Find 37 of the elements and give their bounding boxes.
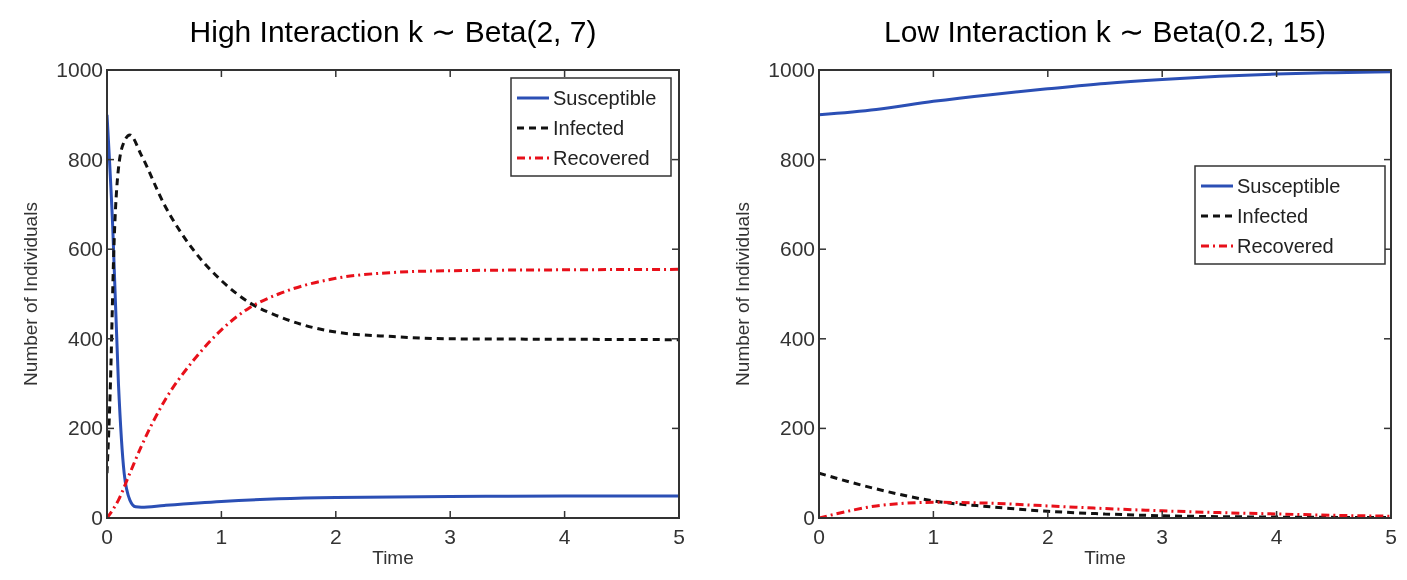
y-tick-label: 0 [803,506,815,529]
chart-title: High Interaction k ∼ Beta(2, 7) [189,15,597,48]
y-axis-title: Number of Individuals [732,202,753,386]
legend-label: Recovered [1237,235,1334,257]
y-tick-label: 400 [67,326,103,350]
legend-label: Infected [553,117,625,139]
x-tick-label: 2 [329,525,342,548]
y-tick-label: 200 [779,416,815,440]
chart-title: Low Interaction k ∼ Beta(0.2, 15) [884,15,1326,48]
x-tick-label: 4 [558,525,571,548]
y-tick-label: 1000 [768,58,815,81]
x-tick-label: 3 [444,525,457,548]
x-tick-label: 3 [1156,525,1169,548]
line-series [107,267,679,518]
y-tick-label: 800 [67,147,103,171]
legend-label: Infected [1237,205,1309,227]
x-tick-label: 2 [1041,525,1054,548]
x-axis-title: Time [372,547,414,568]
y-tick-label: 600 [779,237,815,261]
x-tick-label: 4 [1270,525,1283,548]
x-tick-label: 5 [673,525,685,548]
line-series [819,500,1391,518]
y-tick-label: 600 [67,237,103,261]
legend-label: Recovered [553,147,650,169]
x-tick-label: 1 [215,525,228,548]
legend-label: Susceptible [1237,175,1341,197]
legend-label: Susceptible [553,87,657,109]
line-series [819,70,1391,117]
y-tick-label: 200 [67,416,103,440]
x-tick-label: 5 [1385,525,1397,548]
y-tick-label: 800 [779,147,815,171]
y-tick-label: 1000 [56,58,103,81]
y-tick-label: 0 [91,506,103,529]
x-axis-title: Time [1084,547,1126,568]
y-tick-label: 400 [779,326,815,350]
y-axis-title: Number of Individuals [20,202,41,386]
x-tick-label: 1 [927,525,940,548]
